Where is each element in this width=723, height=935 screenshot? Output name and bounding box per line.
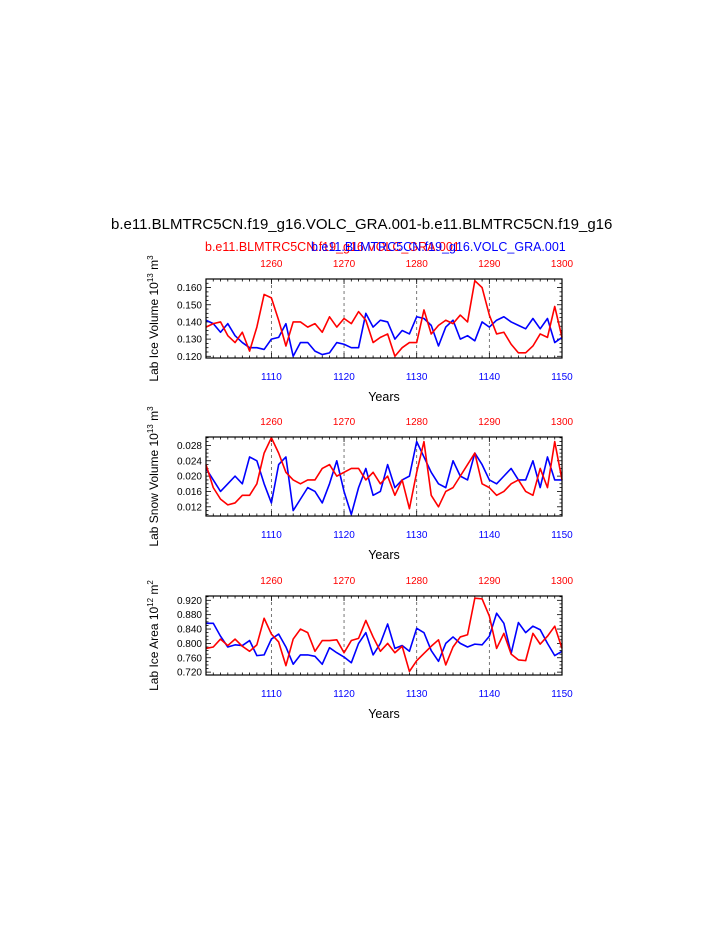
x-tick-label-top: 1280 [406,259,429,270]
x-axis-label: Years [368,548,400,562]
chart-title: b.e11.BLMTRC5CN.f19_g16.VOLC_GRA.001-b.e… [111,216,612,233]
x-tick-label-bottom: 1110 [261,372,282,383]
x-tick-label-top: 1290 [478,259,501,270]
plot-frame [205,278,563,359]
x-tick-label-bottom: 1110 [261,689,282,700]
y-axis-label: Lab Snow Volume 1013 m3 [146,406,161,547]
y-tick-label: 0.020 [177,472,202,483]
y-tick-label: 0.150 [177,300,202,311]
y-tick-label: 0.760 [177,653,202,664]
y-tick-label: 0.120 [177,352,202,363]
x-axis-label: Years [368,390,400,404]
x-tick-label-bottom: 1150 [551,689,573,700]
series-line-blue [205,312,563,358]
x-tick-label-bottom: 1120 [333,372,355,383]
x-tick-label-top: 1300 [551,417,574,428]
series-line-blue [206,612,563,666]
y-axis-label: Lab Ice Area 1012 m2 [146,580,161,691]
y-tick-label: 0.800 [177,639,202,650]
series-line-red [205,597,563,673]
x-tick-label-bottom: 1130 [406,689,428,700]
y-tick-label: 0.920 [177,596,202,607]
series-line-red [205,436,563,510]
x-tick-label-top: 1260 [260,576,283,587]
x-tick-label-bottom: 1130 [406,530,428,541]
x-tick-label-bottom: 1120 [333,530,355,541]
x-tick-label-top: 1300 [551,576,574,587]
x-tick-label-bottom: 1150 [551,530,573,541]
y-tick-label: 0.012 [177,502,202,513]
y-tick-label: 0.840 [177,625,202,636]
x-tick-label-bottom: 1140 [479,530,501,541]
plot-frame [205,595,563,676]
x-tick-label-bottom: 1140 [479,372,501,383]
x-tick-label-top: 1300 [551,259,574,270]
y-tick-label: 0.720 [177,668,202,679]
x-tick-label-bottom: 1130 [406,372,428,383]
x-tick-label-bottom: 1150 [551,372,573,383]
x-tick-label-bottom: 1120 [333,689,355,700]
x-tick-label-top: 1270 [333,417,356,428]
panel-3: 0.720 0.760 0.800 0.840 0.880 0.920 1110 1120 11… [146,576,574,721]
y-tick-label: 0.140 [177,317,202,328]
x-tick-label-top: 1290 [478,576,501,587]
x-tick-label-top: 1270 [333,259,356,270]
y-axis-label: Lab Ice Volume 1013 m3 [146,255,161,382]
y-tick-label: 0.130 [177,335,202,346]
y-tick-label: 0.024 [177,456,202,467]
x-tick-label-bottom: 1110 [261,530,282,541]
x-tick-label-top: 1260 [260,417,283,428]
y-tick-label: 0.028 [177,441,202,452]
panel-2: 0.012 0.016 0.020 0.024 0.028 1110 1120 1130 114… [146,406,574,562]
legend-red-run: b.e11.BLMTRC5CN.f19_g16.VOLC_GRA.001 [205,240,460,254]
plot-frame [205,436,563,517]
y-tick-label: 0.016 [177,487,202,498]
x-tick-label-top: 1280 [406,417,429,428]
x-tick-label-top: 1260 [260,259,283,270]
x-axis-label: Years [368,707,400,721]
series-line-red [205,279,563,358]
x-tick-label-top: 1290 [478,417,501,428]
legend-blue-run: b.e11.BLMTRC5CN.f19_g16.VOLC_GRA.001 [311,240,566,254]
y-tick-label: 0.160 [177,283,202,294]
panel-1: 0.120 0.130 0.140 0.150 0.160 1110 1120 1130 114… [146,255,574,404]
x-tick-label-top: 1270 [333,576,356,587]
x-tick-label-bottom: 1140 [479,689,501,700]
series-line-blue [205,440,562,516]
y-tick-label: 0.880 [177,610,202,621]
x-tick-label-top: 1280 [406,576,429,587]
